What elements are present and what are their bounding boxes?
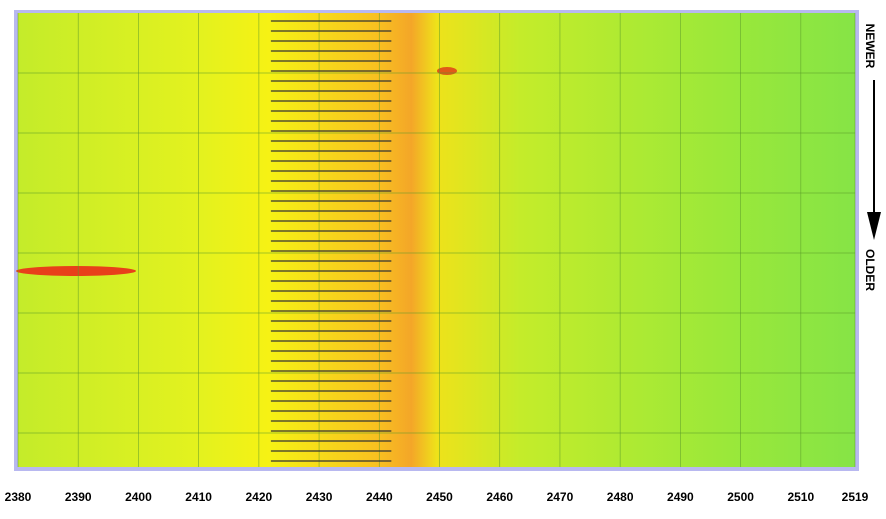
x-tick-label: 2380 [5,490,32,504]
x-tick-label: 2460 [486,490,513,504]
x-tick-label: 2410 [185,490,212,504]
signal-burst [16,266,136,276]
x-tick-label: 2490 [667,490,694,504]
x-tick-label: 2450 [426,490,453,504]
x-tick-label: 2510 [787,490,814,504]
newer-label: NEWER [863,24,877,69]
x-tick-label: 2470 [547,490,574,504]
x-tick-label: 2440 [366,490,393,504]
x-tick-label: 2400 [125,490,152,504]
x-tick-label: 2420 [246,490,273,504]
older-label: OLDER [863,249,877,291]
x-tick-label: 2519 [842,490,869,504]
x-tick-label: 2500 [727,490,754,504]
plot [17,13,856,467]
signal-burst [437,67,457,75]
x-tick-label: 2430 [306,490,333,504]
x-tick-label: 2480 [607,490,634,504]
waterfall-field [18,13,855,467]
row-grid [18,72,855,434]
x-tick-label: 2390 [65,490,92,504]
time-arrow-head [867,212,881,240]
